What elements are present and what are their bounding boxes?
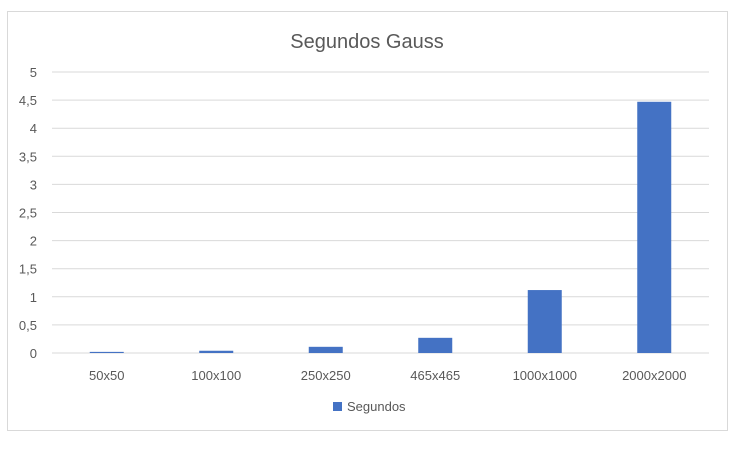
bar-100x100	[199, 350, 234, 353]
x-tick-label: 465x465	[410, 368, 460, 383]
legend-swatch-segundos	[333, 402, 342, 411]
y-axis-ticks: 0 0,5 1 1,5 2 2,5 3 3,5 4 4,5 5	[19, 65, 37, 361]
bar-465x465	[418, 337, 453, 353]
y-tick-label: 1,5	[19, 262, 37, 277]
legend-label-segundos: Segundos	[347, 399, 406, 414]
y-tick-label: 4,5	[19, 93, 37, 108]
bar-250x250	[308, 346, 343, 353]
y-tick-label: 2,5	[19, 206, 37, 221]
y-tick-label: 0	[30, 346, 37, 361]
x-axis-ticks: 50x50 100x100 250x250 465x465 1000x1000 2000x…	[89, 368, 686, 383]
x-tick-label: 2000x2000	[622, 368, 686, 383]
bar-50x50	[89, 351, 124, 353]
y-tick-label: 0,5	[19, 318, 37, 333]
y-tick-label: 1	[30, 290, 37, 305]
y-tick-label: 5	[30, 65, 37, 80]
x-tick-label: 100x100	[191, 368, 241, 383]
legend: Segundos	[333, 399, 406, 414]
bar-1000x1000	[527, 290, 562, 353]
chart-title: Segundos Gauss	[290, 31, 443, 53]
y-tick-label: 3	[30, 177, 37, 192]
y-tick-label: 4	[30, 121, 37, 136]
chart-frame	[7, 11, 728, 431]
x-tick-label: 250x250	[301, 368, 351, 383]
bar-2000x2000	[637, 101, 672, 353]
x-tick-label: 1000x1000	[513, 368, 577, 383]
x-tick-label: 50x50	[89, 368, 124, 383]
bars	[89, 101, 672, 353]
y-tick-label: 2	[30, 234, 37, 249]
gridlines	[52, 71, 709, 354]
y-tick-label: 3,5	[19, 149, 37, 164]
